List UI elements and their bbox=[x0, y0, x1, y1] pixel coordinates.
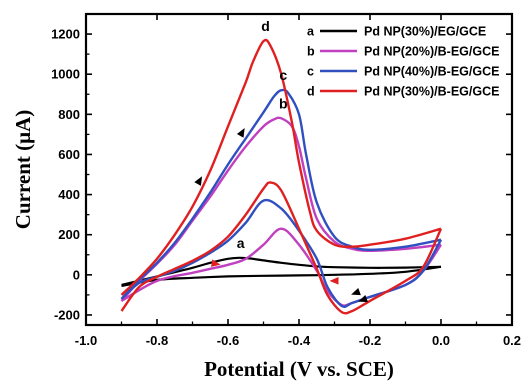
x-axis-title: Potential (V vs. SCE) bbox=[204, 357, 394, 381]
y-axis-title: Current (μA) bbox=[11, 110, 35, 229]
legend-letter-d: d bbox=[307, 85, 315, 99]
curves-layer bbox=[120, 38, 443, 315]
legend-label-d: Pd NP(30%)/B-EG/GCE bbox=[364, 85, 499, 99]
series-b-forward-line bbox=[120, 116, 442, 302]
curve-labels-layer: a bc d bbox=[237, 18, 288, 251]
series-a-forward-line bbox=[121, 256, 442, 286]
scan-arrow-reverse bbox=[358, 294, 368, 303]
x-tick-label: 0.0 bbox=[432, 333, 450, 348]
curve-label-a: a bbox=[237, 235, 245, 251]
scan-arrow-forward bbox=[210, 259, 221, 267]
legend-label-c: Pd NP(40%)/B-EG/GCE bbox=[364, 65, 499, 79]
scan-arrow-reverse bbox=[329, 277, 339, 285]
legend-letter-c: c bbox=[307, 65, 314, 79]
series-c-backward-line bbox=[120, 198, 443, 308]
y-tick-label: 600 bbox=[58, 147, 80, 162]
scan-arrow-forward bbox=[194, 176, 203, 186]
scan-arrow-forward bbox=[236, 128, 245, 138]
x-tick-label: -0.2 bbox=[359, 333, 381, 348]
curve-label-c: c bbox=[279, 67, 287, 83]
legend-letter-a: a bbox=[307, 25, 315, 39]
legend: a Pd NP(30%)/EG/GCE b Pd NP(20%)/B-EG/GCE c P… bbox=[307, 25, 499, 99]
y-tick-label: 200 bbox=[58, 227, 80, 242]
x-tick-label: 0.2 bbox=[503, 333, 521, 348]
x-tick-label: -1.0 bbox=[75, 333, 97, 348]
y-tick-label: 800 bbox=[58, 107, 80, 122]
legend-label-b: Pd NP(20%)/B-EG/GCE bbox=[364, 45, 499, 59]
legend-label-a: Pd NP(30%)/EG/GCE bbox=[364, 25, 486, 39]
legend-letter-b: b bbox=[307, 45, 315, 59]
y-tick-label: 0 bbox=[73, 267, 80, 282]
series-a-backward-line bbox=[121, 265, 442, 287]
x-tick-label: -0.8 bbox=[146, 333, 168, 348]
x-tick-label: -0.4 bbox=[288, 333, 311, 348]
x-tick-label: -0.6 bbox=[217, 333, 239, 348]
y-tick-label: 1200 bbox=[51, 27, 80, 42]
arrows-layer bbox=[194, 128, 368, 303]
ticks-layer: -1.0 -0.8 -0.6 -0.4 -0.2 0.0 0.2 -200 0 200 400 600… bbox=[51, 14, 521, 348]
series-d-forward-line bbox=[120, 38, 442, 296]
y-tick-label: -200 bbox=[54, 307, 80, 322]
y-tick-label: 400 bbox=[58, 187, 80, 202]
scan-arrow-reverse bbox=[351, 287, 361, 296]
curve-label-b: b bbox=[279, 95, 288, 111]
y-tick-label: 1000 bbox=[51, 67, 80, 82]
curve-label-d: d bbox=[261, 18, 270, 34]
